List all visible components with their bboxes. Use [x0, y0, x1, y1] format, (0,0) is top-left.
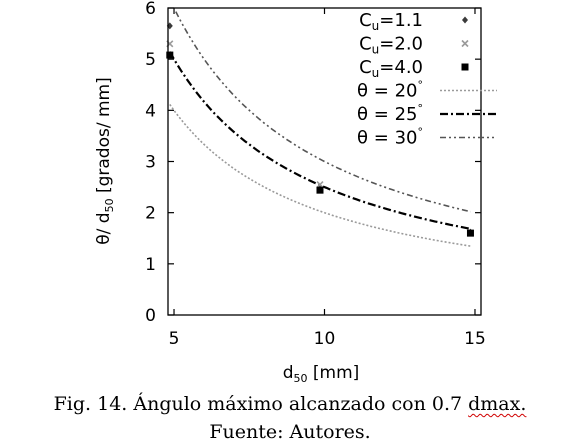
x-tick-label: 5	[169, 329, 180, 349]
legend-label: θ = 20°	[357, 79, 423, 102]
legend: Cu=1.1Cu=2.0Cu=4.0θ = 20°θ = 25°θ = 30°	[357, 10, 497, 149]
y-tick-label: 0	[145, 306, 156, 326]
tick-labels: 0 1 2 3 4 5 6 5 10 15	[145, 0, 486, 349]
legend-marker	[461, 39, 469, 48]
x-axis-label: d50 [mm]	[283, 363, 360, 385]
y-tick-label: 3	[145, 153, 156, 173]
data-point-2-1	[316, 186, 324, 194]
axis-ticks	[168, 7, 481, 316]
legend-marker	[462, 16, 468, 24]
legend-label: θ = 30°	[357, 126, 423, 149]
x-tick-label: 15	[464, 329, 486, 349]
chart: 0 1 2 3 4 5 6 5 10 15 θ/ d50 [grados/ mm] d50 [mm…	[94, 0, 497, 385]
data-points	[166, 22, 475, 237]
legend-label: Cu=4.0	[359, 57, 423, 80]
data-point-1-1	[316, 180, 324, 189]
y-axis-label: θ/ d50 [grados/ mm]	[94, 77, 116, 245]
data-point-2-2	[466, 229, 474, 237]
y-tick-label: 2	[145, 204, 156, 224]
legend-label: Cu=2.0	[359, 34, 423, 57]
legend-label: θ = 25°	[357, 102, 423, 125]
figure-caption: Fig. 14. Ángulo máximo alcanzado con 0.7…	[0, 393, 580, 415]
curve-theta-20	[169, 103, 471, 247]
caption-text: Fig. 14. Ángulo máximo alcanzado con 0.7	[53, 393, 469, 415]
caption-flagged-word: dmax.	[468, 393, 527, 415]
data-point-2-0	[166, 51, 174, 59]
legend-label: Cu=1.1	[359, 10, 423, 33]
legend-marker	[461, 63, 469, 71]
plot-frame	[167, 7, 482, 316]
y-tick-label: 5	[145, 50, 156, 70]
figure-source: Fuente: Autores.	[209, 421, 371, 443]
curve-theta-25	[168, 51, 472, 230]
y-tick-label: 4	[145, 101, 156, 121]
theory-curves	[168, 11, 472, 247]
y-tick-label: 1	[145, 255, 156, 275]
y-tick-label: 6	[145, 0, 156, 19]
x-tick-label: 10	[314, 329, 336, 349]
curve-theta-30	[175, 11, 471, 213]
